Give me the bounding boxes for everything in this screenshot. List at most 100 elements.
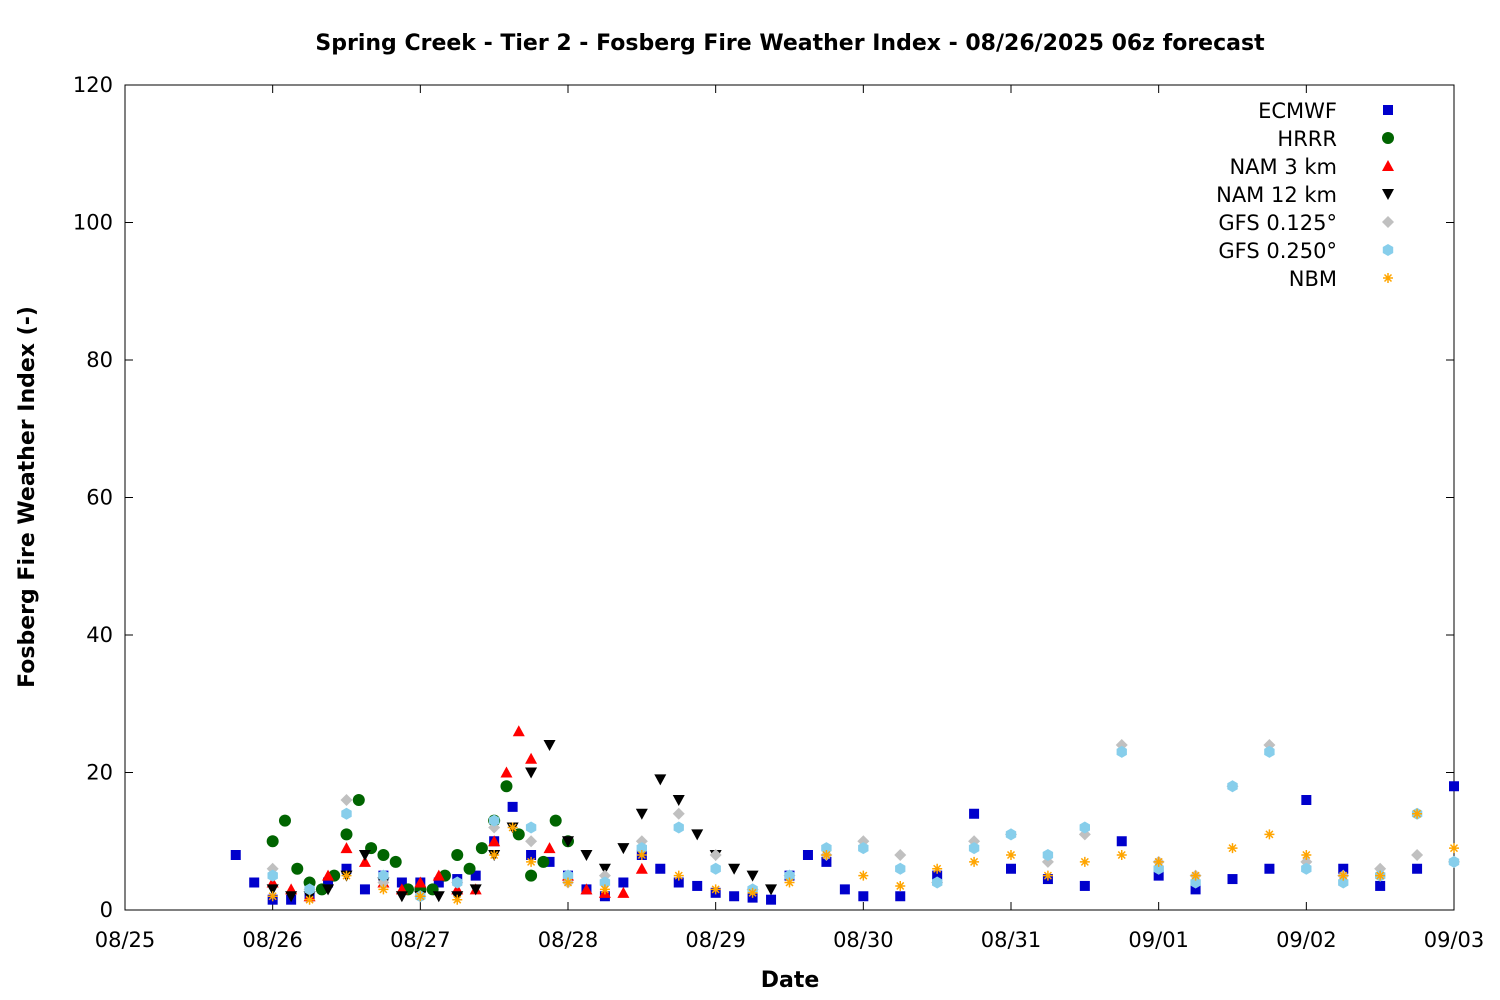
data-point-hrrr — [500, 780, 513, 793]
data-point-gfs-0-250 — [932, 876, 943, 889]
data-point-ecmwf — [1116, 836, 1127, 847]
data-point-ecmwf — [969, 808, 980, 819]
data-point-nbm — [636, 850, 647, 860]
data-point-ecmwf — [1190, 884, 1201, 895]
data-point-nam-12-km — [580, 850, 593, 861]
data-point-hrrr — [291, 862, 304, 875]
data-point-ecmwf — [1153, 870, 1164, 881]
data-point-nbm — [341, 870, 352, 881]
data-point-nbm — [932, 863, 943, 874]
data-point-hrrr — [377, 849, 390, 861]
data-point-gfs-0-250 — [378, 869, 389, 882]
data-point-nam-12-km — [765, 884, 778, 896]
data-point-gfs-0-250 — [821, 842, 832, 855]
data-point-ecmwf — [359, 884, 370, 895]
y-tick-label: 60 — [86, 486, 113, 510]
data-point-nam-12-km — [635, 808, 648, 820]
data-point-nbm — [489, 850, 500, 860]
data-point-nam-12-km — [432, 891, 445, 903]
plot-border — [124, 84, 1455, 911]
data-point-gfs-0-250 — [525, 821, 537, 834]
data-point-nbm — [747, 887, 758, 898]
data-point-nbm — [1264, 829, 1275, 840]
data-point-gfs-0-125 — [340, 794, 353, 806]
data-point-nam-12-km — [654, 774, 667, 786]
data-point-nbm — [821, 850, 832, 860]
data-point-ecmwf — [655, 863, 666, 874]
y-tick-label: 80 — [86, 348, 113, 372]
data-point-ecmwf — [1449, 781, 1459, 792]
data-point-gfs-0-125 — [525, 835, 538, 848]
data-point-nbm — [969, 856, 980, 867]
data-point-nbm — [784, 877, 795, 888]
data-point-nbm — [1153, 856, 1164, 867]
data-point-ecmwf — [766, 894, 777, 905]
data-point-nam-3-km — [432, 869, 445, 881]
x-tick-label: 08/31 — [981, 928, 1042, 952]
data-point-nam-12-km — [285, 891, 298, 903]
data-point-nbm — [599, 884, 610, 895]
legend-label-nam-12-km: NAM 12 km — [1216, 183, 1337, 207]
data-point-hrrr — [266, 835, 279, 848]
x-tick-label: 09/03 — [1424, 928, 1485, 952]
data-point-gfs-0-250 — [673, 821, 684, 834]
data-point-nam-12-km — [562, 836, 574, 848]
data-point-nbm — [1375, 870, 1386, 881]
data-point-gfs-0-250 — [895, 862, 906, 875]
data-point-ecmwf — [544, 856, 555, 867]
data-point-gfs-0-250 — [1005, 828, 1017, 841]
data-point-nam-3-km — [322, 869, 335, 881]
data-point-nbm — [563, 877, 573, 888]
plot-frame — [124, 84, 1455, 911]
legend-marker-nbm — [1383, 273, 1393, 283]
data-point-nam-3-km — [580, 883, 593, 895]
data-point-nam-12-km — [469, 884, 482, 896]
data-point-ecmwf — [932, 870, 943, 881]
data-point-gfs-0-250 — [968, 842, 980, 855]
data-point-ecmwf — [1264, 863, 1275, 874]
data-point-gfs-0-250 — [267, 869, 278, 882]
data-point-hrrr — [389, 855, 402, 868]
data-point-ecmwf — [249, 877, 260, 888]
data-point-gfs-0-250 — [1079, 821, 1090, 834]
legend: ECMWF HRRR NAM 3 km NAM 12 km GFS 0.125° GFS … — [1216, 99, 1394, 291]
data-point-gfs-0-250 — [1227, 780, 1238, 793]
x-tick-label: 08/27 — [390, 928, 451, 952]
y-axis-label: Fosberg Fire Weather Index (-) — [15, 306, 40, 688]
data-point-nam-12-km — [746, 870, 759, 882]
x-tick-label: 09/01 — [1128, 928, 1189, 952]
data-point-hrrr — [475, 842, 488, 855]
x-tick-label: 08/30 — [833, 928, 894, 952]
legend-marker-ecmwf — [1383, 105, 1393, 115]
data-point-hrrr — [340, 828, 353, 841]
data-point-gfs-0-250 — [784, 869, 795, 882]
data-point-hrrr — [451, 849, 464, 861]
data-point-nbm — [895, 880, 906, 891]
legend-marker-nam-3-km — [1382, 160, 1394, 171]
data-point-nbm — [507, 822, 518, 833]
y-tick-label: 120 — [73, 73, 113, 97]
data-point-nbm — [1301, 850, 1312, 860]
data-point-hrrr — [537, 855, 550, 868]
data-point-nam-12-km — [543, 740, 556, 751]
data-point-gfs-0-250 — [1301, 862, 1312, 875]
data-point-ecmwf — [323, 877, 334, 888]
data-point-ecmwf — [821, 856, 832, 867]
data-point-gfs-0-250 — [562, 869, 574, 882]
legend-marker-hrrr — [1382, 132, 1394, 144]
data-point-gfs-0-250 — [341, 807, 352, 820]
data-point-nam-12-km — [672, 795, 685, 806]
data-point-gfs-0-250 — [1153, 862, 1164, 875]
data-point-gfs-0-125 — [709, 849, 722, 861]
data-point-hrrr — [512, 828, 525, 841]
data-point-nam-3-km — [525, 752, 538, 764]
data-point-nam-3-km — [500, 766, 513, 778]
data-point-nam-12-km — [266, 884, 279, 896]
data-point-gfs-0-250 — [489, 814, 500, 827]
data-point-gfs-0-250 — [710, 862, 721, 875]
y-axis: 0 20 40 60 80 100 120 — [73, 73, 1454, 922]
data-point-nbm — [1116, 850, 1127, 860]
data-point-nbm — [415, 891, 426, 902]
data-point-nbm — [267, 891, 278, 902]
data-point-ecmwf — [526, 850, 537, 860]
